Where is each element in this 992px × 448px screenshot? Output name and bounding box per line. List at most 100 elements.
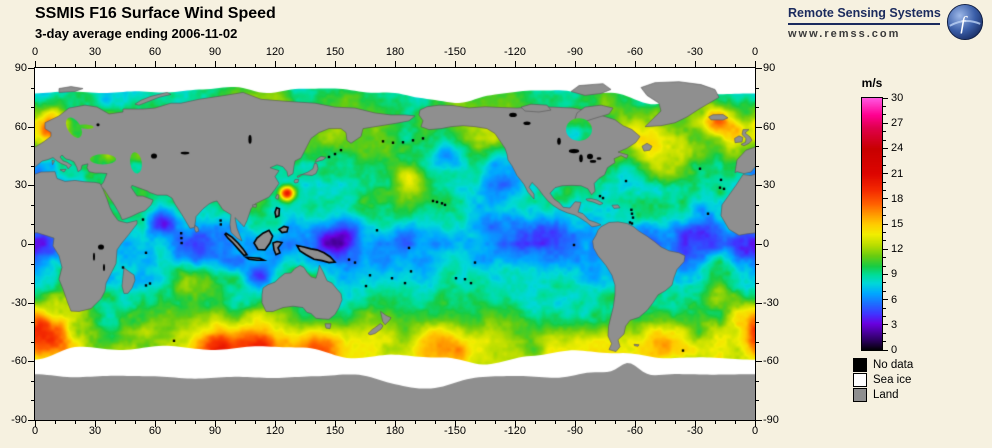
map-axis-tick	[155, 61, 156, 67]
map-axis-tick	[756, 185, 762, 187]
colorbar-tick-mark	[883, 248, 888, 250]
map-axis-tick	[756, 126, 762, 128]
map-axis-tick	[756, 107, 759, 109]
page-title: SSMIS F16 Surface Wind Speed	[35, 5, 276, 22]
lat-tick-label-left: 90	[14, 62, 27, 74]
map-axis-tick	[635, 421, 636, 427]
lon-tick-label-bottom: -120	[503, 425, 527, 437]
colorbar-tick-mark	[883, 105, 886, 107]
colorbar-tick-mark	[883, 139, 886, 141]
colorbar-tick-mark	[883, 231, 886, 233]
lat-tick-label-left: -30	[11, 296, 27, 309]
colorbar-tick-mark	[883, 349, 888, 351]
map-axis-tick	[756, 302, 762, 304]
map-axis-tick	[115, 421, 116, 424]
map-axis-tick	[415, 64, 416, 67]
colorbar-gradient	[862, 98, 882, 350]
colorbar-tick-mark	[883, 97, 888, 99]
map-axis-tick	[31, 380, 34, 382]
map-axis-tick	[756, 283, 759, 285]
map-axis-tick	[31, 224, 34, 226]
map-axis-tick	[455, 61, 456, 67]
lon-tick-label-bottom: -60	[627, 425, 643, 437]
page-subtitle: 3-day average ending 2006-11-02	[35, 26, 238, 41]
lat-tick-label-right: -90	[763, 414, 779, 426]
map-axis-tick	[575, 421, 576, 427]
map-axis-tick	[735, 421, 736, 424]
map-axis-tick	[135, 64, 136, 67]
map-axis-tick	[756, 244, 762, 245]
brand-name: Remote Sensing Systems	[788, 6, 941, 20]
map-axis-tick	[655, 421, 656, 424]
map-axis-tick	[755, 61, 756, 67]
map-axis-tick	[31, 341, 34, 343]
lon-tick-label-top: 120	[265, 46, 285, 58]
map-axis-tick	[335, 61, 336, 67]
map-axis-tick	[315, 64, 316, 67]
lat-tick-label-left: 30	[14, 179, 27, 192]
map-axis-tick	[31, 204, 34, 206]
lon-tick-label-bottom: 150	[325, 425, 345, 437]
colorbar-tick-label: 9	[891, 268, 898, 281]
map-axis-tick	[235, 421, 236, 424]
legend-item-sea-ice: Sea ice	[853, 372, 911, 387]
map-axis-tick	[756, 400, 759, 402]
map-axis-tick	[28, 68, 34, 69]
lon-tick-label-top: 150	[325, 46, 345, 58]
lon-tick-label-bottom: 120	[265, 425, 285, 437]
map-axis-tick	[675, 421, 676, 424]
colorbar-tick-mark	[883, 265, 886, 267]
map-axis-tick	[635, 61, 636, 67]
map-axis-tick	[215, 61, 216, 67]
colorbar-tick-mark	[883, 173, 888, 175]
lon-tick-label-bottom: -30	[687, 425, 703, 437]
map-axis-tick	[756, 322, 759, 324]
lon-tick-label-top: -150	[443, 46, 467, 58]
map-axis-tick	[756, 165, 759, 167]
map-axis-tick	[495, 64, 496, 67]
map-axis-tick	[435, 64, 436, 67]
svg-text:f: f	[960, 14, 968, 35]
lat-tick-label-left: 60	[14, 120, 27, 133]
map-axis-tick	[595, 64, 596, 67]
lon-tick-label-top: -60	[627, 46, 643, 58]
lon-tick-label-top: 0	[31, 46, 39, 58]
map-axis-tick	[115, 64, 116, 67]
colorbar-tick-mark	[883, 156, 886, 158]
map-axis-tick	[695, 421, 696, 427]
map-axis-tick	[756, 224, 759, 226]
map-axis-tick	[55, 421, 56, 424]
map-axis-tick	[475, 64, 476, 67]
map-axis-tick	[295, 64, 296, 67]
map-axis-tick	[375, 64, 376, 67]
map-axis-tick	[255, 421, 256, 424]
brand-divider	[788, 23, 940, 25]
map-axis-tick	[455, 421, 456, 427]
colorbar-tick-mark	[883, 147, 888, 149]
map-axis-tick	[55, 64, 56, 67]
map-axis-tick	[31, 283, 34, 285]
lat-tick-label-right: -30	[763, 296, 779, 309]
lon-tick-label-bottom: 180	[385, 425, 405, 437]
map-axis-tick	[95, 61, 96, 67]
map-axis-tick	[535, 64, 536, 67]
map-axis-tick	[375, 421, 376, 424]
brand-url[interactable]: www.remss.com	[788, 28, 901, 40]
map-axis-tick	[415, 421, 416, 424]
colorbar-tick-label: 21	[891, 167, 904, 180]
lat-tick-label-right: 60	[763, 120, 776, 133]
map-axis-tick	[28, 302, 34, 304]
lat-tick-label-right: 90	[763, 62, 776, 74]
lat-tick-label-right: 30	[763, 179, 776, 192]
map-axis-tick	[555, 421, 556, 424]
map-axis-tick	[35, 61, 36, 67]
colorbar-tick-mark	[883, 215, 886, 217]
colorbar-tick-mark	[883, 223, 888, 225]
remss-globe-logo: f	[946, 3, 984, 41]
map-axis-tick	[31, 263, 34, 265]
colorbar-tick-label: 12	[891, 243, 904, 256]
map-axis-tick	[756, 420, 762, 421]
lon-tick-label-top: -120	[503, 46, 527, 58]
legend-item-land: Land	[853, 387, 899, 402]
